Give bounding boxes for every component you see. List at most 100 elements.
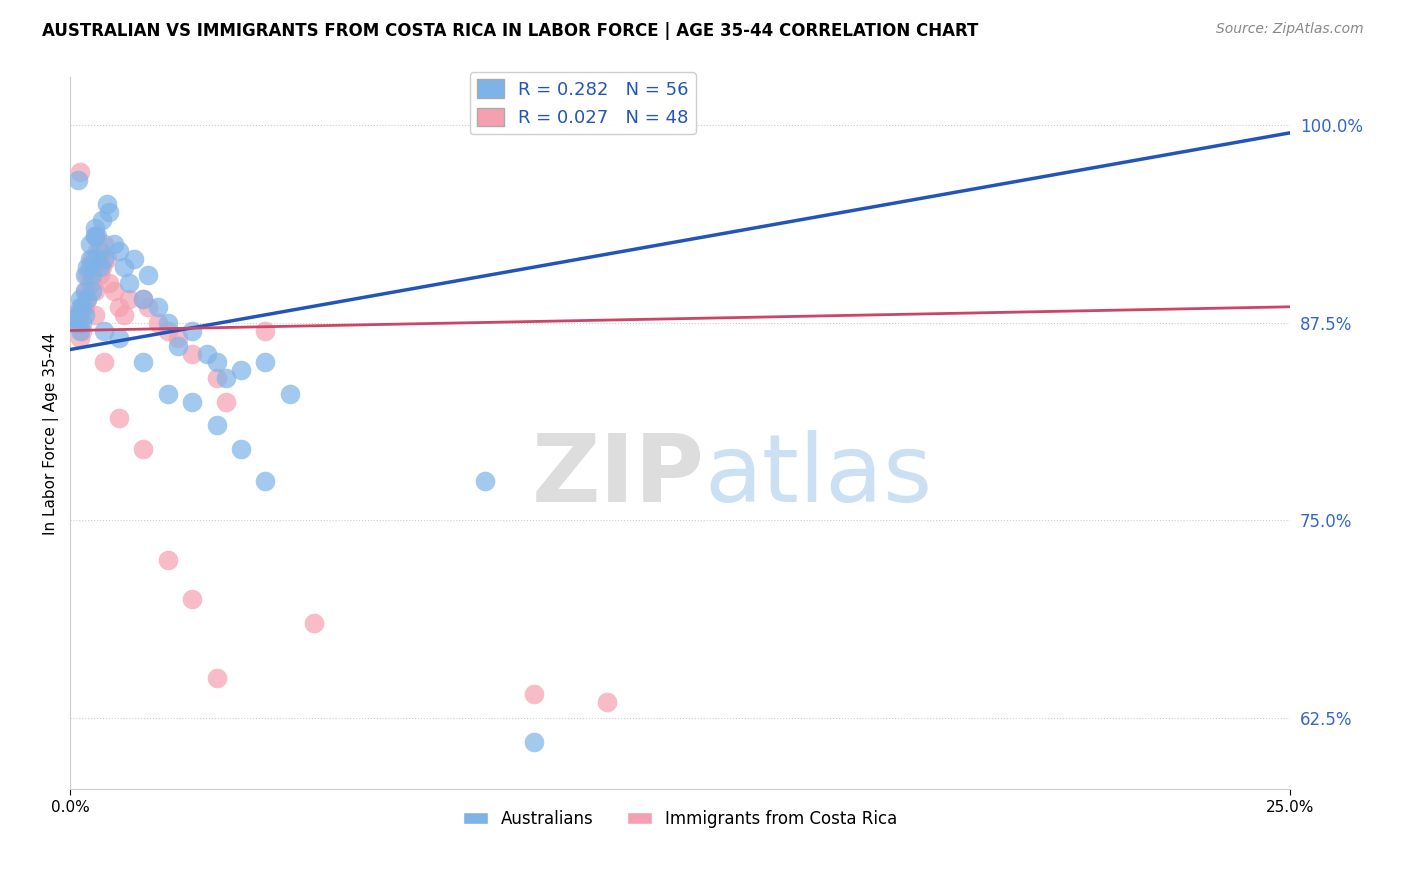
Point (93, 236, 115, 251)
Point (118, 276, 141, 290)
Point (69, 300, 91, 314)
Legend: Australians, Immigrants from Costa Rica: Australians, Immigrants from Costa Rica (456, 803, 904, 834)
Point (136, 300, 159, 314)
Point (79, 260, 101, 275)
Text: atlas: atlas (704, 430, 932, 522)
Point (73, 284, 96, 298)
Point (103, 284, 125, 298)
Point (83, 220, 105, 235)
Point (93, 252, 115, 267)
Point (69, 331, 91, 345)
Point (108, 300, 131, 314)
Point (98, 276, 121, 290)
Point (72, 300, 94, 314)
Point (72, 324, 94, 338)
Point (98, 205, 121, 219)
Point (146, 316, 169, 330)
Point (83, 252, 105, 267)
Point (96, 252, 118, 267)
Point (93, 355, 115, 369)
Point (66, 316, 89, 330)
Point (146, 300, 169, 314)
Point (195, 347, 218, 361)
Point (205, 371, 228, 385)
Point (205, 672, 228, 686)
Text: Source: ZipAtlas.com: Source: ZipAtlas.com (1216, 22, 1364, 37)
Point (69, 324, 91, 338)
Point (181, 347, 204, 361)
Point (76, 292, 98, 306)
Point (73, 308, 96, 322)
Point (66, 173, 89, 187)
Point (118, 292, 141, 306)
Point (156, 324, 179, 338)
Point (254, 474, 277, 488)
Point (69, 292, 91, 306)
Point (89, 252, 111, 267)
Point (66, 308, 89, 322)
Point (79, 236, 101, 251)
Point (302, 616, 325, 631)
Point (181, 394, 204, 409)
Point (132, 442, 155, 457)
Point (83, 284, 105, 298)
Point (89, 268, 111, 282)
Point (83, 228, 105, 243)
Point (112, 260, 135, 275)
Point (254, 324, 277, 338)
Point (136, 268, 159, 282)
Point (82, 276, 104, 290)
Point (82, 252, 104, 267)
Point (215, 371, 238, 385)
Point (69, 308, 91, 322)
Point (91, 260, 114, 275)
Point (205, 355, 228, 369)
Point (63, 308, 86, 322)
Point (83, 228, 105, 243)
Point (108, 331, 131, 345)
Y-axis label: In Labor Force | Age 35-44: In Labor Force | Age 35-44 (44, 332, 59, 534)
Point (132, 292, 155, 306)
Point (63, 310, 86, 325)
Point (166, 339, 188, 353)
Point (76, 268, 98, 282)
Point (166, 331, 188, 345)
Point (79, 252, 101, 267)
Text: ZIP: ZIP (531, 430, 704, 522)
Point (72, 316, 94, 330)
Point (108, 244, 131, 259)
Point (82, 284, 104, 298)
Point (156, 553, 179, 567)
Point (69, 165, 91, 179)
Point (181, 324, 204, 338)
Point (229, 442, 252, 457)
Point (523, 735, 546, 749)
Point (73, 284, 96, 298)
Point (205, 418, 228, 433)
Point (79, 276, 101, 290)
Point (76, 260, 98, 275)
Point (73, 300, 96, 314)
Point (82, 268, 104, 282)
Point (474, 474, 496, 488)
Point (66, 316, 89, 330)
Point (523, 687, 546, 701)
Point (96, 197, 118, 211)
Point (73, 268, 96, 282)
Point (596, 695, 619, 709)
Point (112, 308, 135, 322)
Point (108, 410, 131, 425)
Text: AUSTRALIAN VS IMMIGRANTS FROM COSTA RICA IN LABOR FORCE | AGE 35-44 CORRELATION : AUSTRALIAN VS IMMIGRANTS FROM COSTA RICA… (42, 22, 979, 40)
Point (63, 316, 86, 330)
Point (156, 316, 179, 330)
Point (91, 212, 114, 227)
Point (229, 363, 252, 377)
Point (215, 394, 238, 409)
Point (103, 236, 125, 251)
Point (86, 244, 108, 259)
Point (254, 355, 277, 369)
Point (181, 592, 204, 607)
Point (122, 252, 145, 267)
Point (132, 355, 155, 369)
Point (89, 260, 111, 275)
